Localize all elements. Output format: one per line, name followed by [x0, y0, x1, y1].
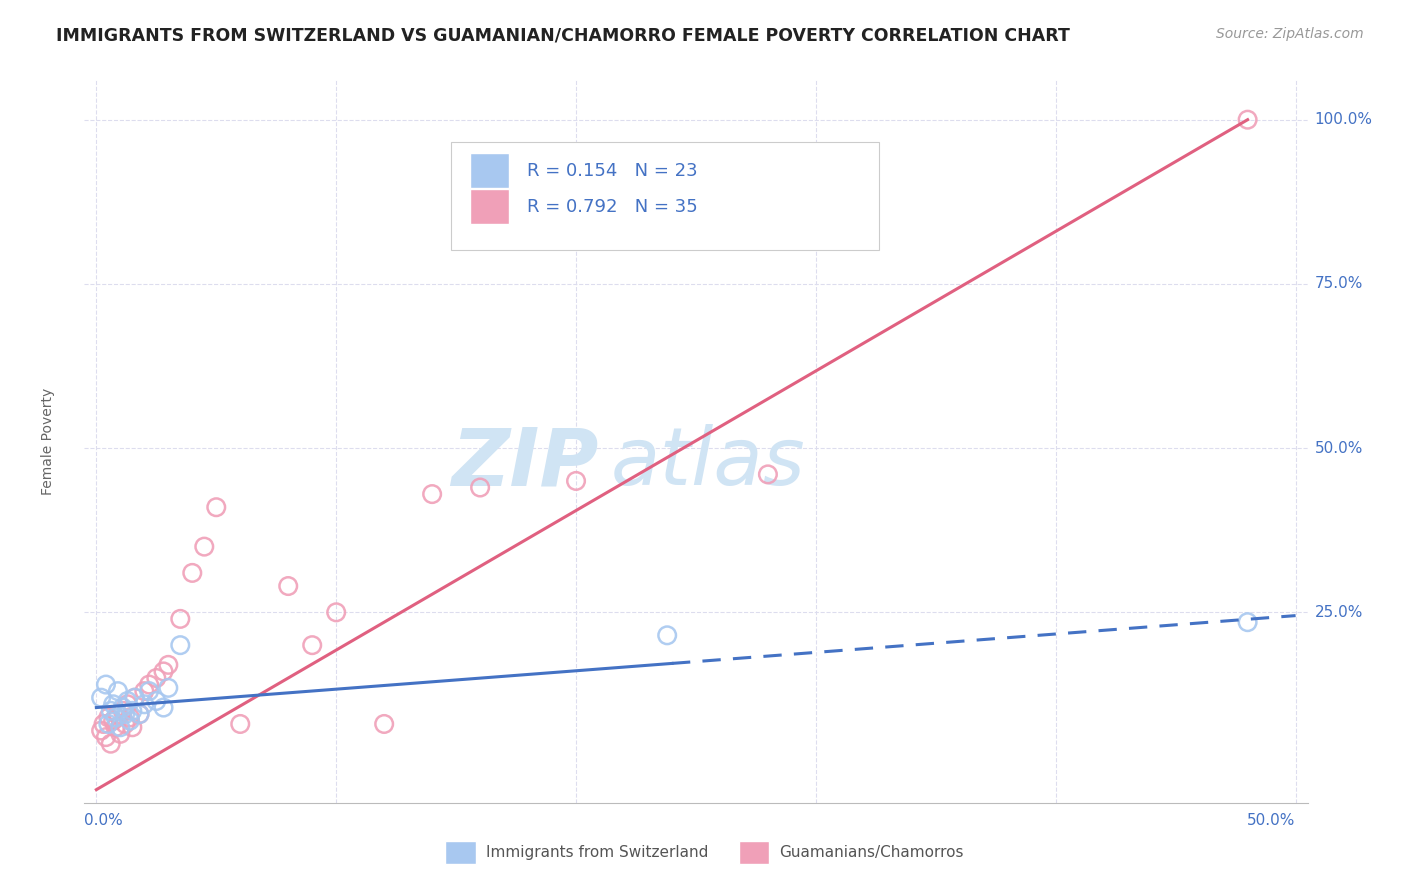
Text: Guamanians/Chamorros: Guamanians/Chamorros [779, 845, 963, 860]
Point [117, 694, 139, 708]
Point [134, 684, 156, 698]
Point [1236, 112, 1258, 127]
Point [93, 717, 115, 731]
Point [157, 657, 180, 672]
Point [104, 720, 127, 734]
Point [277, 579, 299, 593]
Text: 50.0%: 50.0% [1247, 813, 1295, 828]
Point [205, 500, 228, 515]
Text: R = 0.154   N = 23: R = 0.154 N = 23 [527, 161, 697, 179]
Point [118, 710, 141, 724]
Point [193, 540, 215, 554]
Point [111, 700, 134, 714]
Point [420, 487, 443, 501]
Point [121, 720, 143, 734]
FancyBboxPatch shape [446, 841, 475, 864]
Point [468, 481, 491, 495]
Point [97, 710, 120, 724]
Point [1236, 615, 1258, 630]
Point [117, 698, 139, 712]
Point [565, 474, 588, 488]
Point [134, 698, 156, 712]
Point [110, 720, 132, 734]
Point [756, 467, 779, 482]
Text: R = 0.792   N = 35: R = 0.792 N = 35 [527, 198, 697, 216]
Text: Female Poverty: Female Poverty [41, 388, 55, 495]
Point [94, 677, 117, 691]
Point [138, 684, 160, 698]
Point [101, 714, 124, 728]
Point [90, 723, 112, 738]
Text: 50.0%: 50.0% [1315, 441, 1364, 456]
Text: ZIP: ZIP [451, 425, 598, 502]
Point [107, 684, 129, 698]
Text: Source: ZipAtlas.com: Source: ZipAtlas.com [1216, 27, 1364, 41]
Point [145, 694, 167, 708]
Point [104, 710, 127, 724]
Point [118, 714, 141, 728]
Point [169, 612, 191, 626]
Text: atlas: atlas [610, 425, 806, 502]
Point [101, 698, 124, 712]
Point [97, 717, 120, 731]
Point [301, 638, 323, 652]
Point [138, 677, 160, 691]
Point [100, 704, 122, 718]
Point [124, 690, 146, 705]
Point [128, 707, 150, 722]
Text: 75.0%: 75.0% [1315, 277, 1364, 292]
Point [111, 704, 134, 718]
Text: 100.0%: 100.0% [1315, 112, 1372, 128]
Point [152, 700, 174, 714]
FancyBboxPatch shape [470, 189, 509, 224]
Point [325, 605, 347, 619]
FancyBboxPatch shape [451, 142, 880, 250]
Point [657, 628, 679, 642]
Text: 0.0%: 0.0% [84, 813, 124, 828]
Point [114, 707, 136, 722]
Text: Immigrants from Switzerland: Immigrants from Switzerland [485, 845, 709, 860]
Point [157, 681, 180, 695]
Point [124, 690, 146, 705]
FancyBboxPatch shape [738, 841, 769, 864]
Point [128, 707, 150, 722]
Text: 25.0%: 25.0% [1315, 605, 1364, 620]
Point [90, 690, 112, 705]
Point [100, 737, 122, 751]
Point [181, 566, 204, 580]
Point [152, 665, 174, 679]
Point [121, 704, 143, 718]
Text: IMMIGRANTS FROM SWITZERLAND VS GUAMANIAN/CHAMORRO FEMALE POVERTY CORRELATION CHA: IMMIGRANTS FROM SWITZERLAND VS GUAMANIAN… [56, 27, 1070, 45]
Point [107, 707, 129, 722]
Point [114, 717, 136, 731]
Point [229, 717, 252, 731]
FancyBboxPatch shape [470, 153, 509, 188]
Point [373, 717, 395, 731]
Point [145, 671, 167, 685]
Point [169, 638, 191, 652]
Point [94, 730, 117, 744]
Point [110, 727, 132, 741]
